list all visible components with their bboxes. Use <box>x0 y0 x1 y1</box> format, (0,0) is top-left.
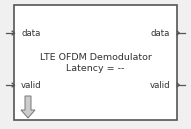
Polygon shape <box>21 96 35 118</box>
Text: data: data <box>21 29 40 38</box>
Text: LTE OFDM Demodulator: LTE OFDM Demodulator <box>40 53 151 62</box>
Bar <box>14 5 177 120</box>
Text: data: data <box>151 29 170 38</box>
Text: Latency = --: Latency = -- <box>66 64 125 73</box>
Text: valid: valid <box>21 80 42 90</box>
Text: valid: valid <box>149 80 170 90</box>
